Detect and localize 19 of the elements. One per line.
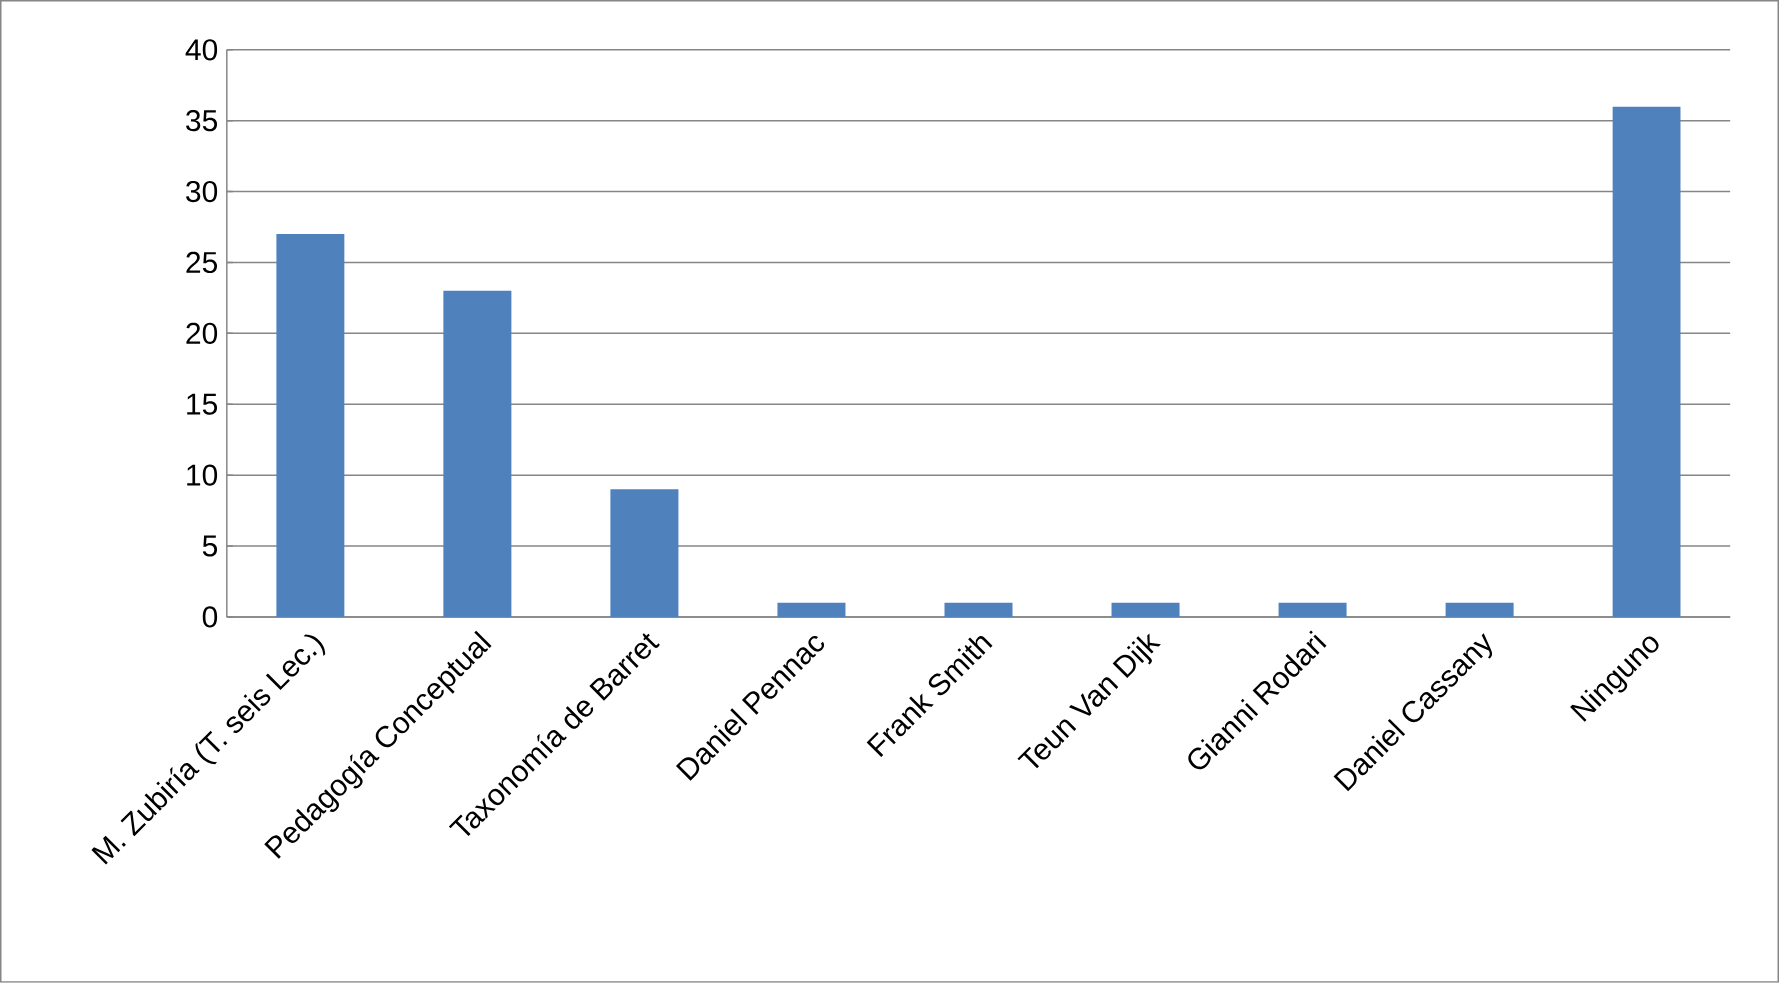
bar (276, 234, 345, 618)
y-tick-label: 20 (186, 322, 218, 345)
bar (944, 602, 1013, 618)
y-tick-label: 15 (187, 393, 218, 415)
bar (1612, 106, 1681, 618)
y-tick-label: 40 (185, 39, 218, 61)
y-tick-label: 35 (186, 110, 218, 132)
bar (1278, 602, 1347, 618)
bar (1445, 602, 1514, 618)
y-tick-label: 30 (186, 181, 218, 203)
y-tick-label: 10 (187, 464, 218, 486)
bar (610, 489, 679, 618)
y-tick-label: 0 (202, 606, 218, 628)
bar (443, 290, 512, 618)
bar (1111, 602, 1180, 618)
y-tick-label: 5 (202, 535, 218, 557)
y-tick-label: 25 (186, 251, 218, 274)
bar (777, 602, 846, 618)
x-tick-label: Teun Van Dijk (1017, 633, 1161, 769)
